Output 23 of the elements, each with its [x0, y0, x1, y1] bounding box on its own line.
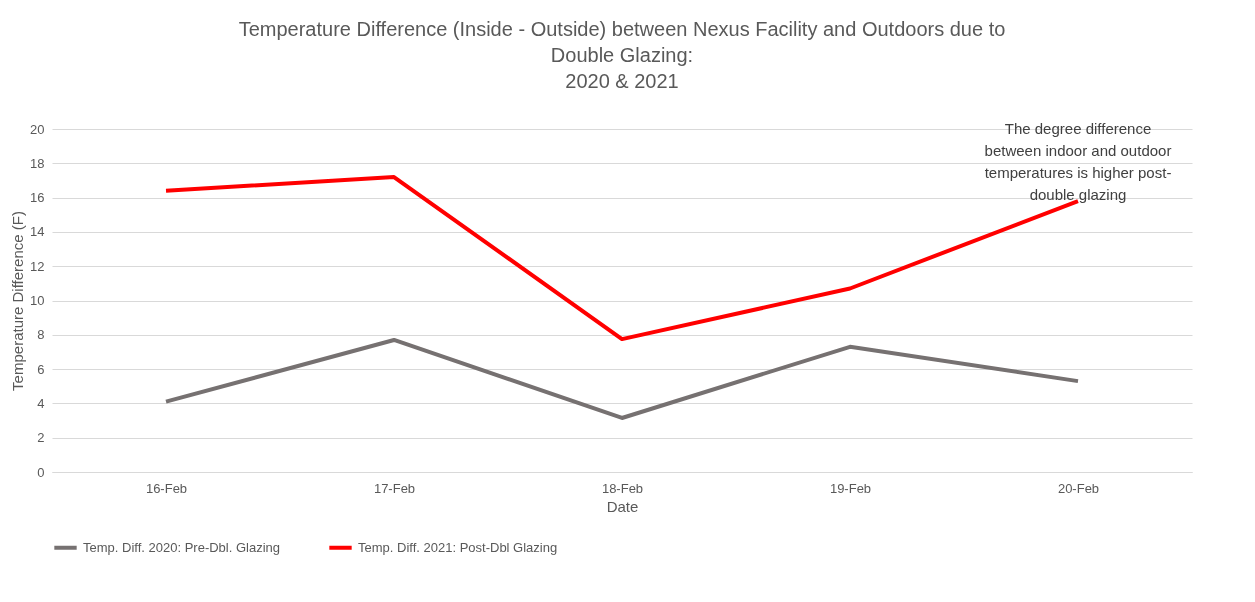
y-tick-label: 12 — [30, 258, 45, 274]
legend-label: Temp. Diff. 2020: Pre-Dbl. Glazing — [83, 539, 281, 555]
chart-title: Temperature Difference (Inside - Outside) between Nexus Facility and Outdoors due to Double Glazing: 2020 & 2021 — [238, 18, 1006, 93]
x-tick-label: 16-Feb — [145, 480, 188, 496]
y-tick-label: 10 — [30, 293, 45, 308]
y-tick-label: 18 — [30, 155, 45, 171]
y-tick-label: 0 — [37, 464, 45, 480]
y-tick-label: 8 — [37, 327, 45, 343]
y-tick-label: 16 — [30, 190, 45, 206]
y-tick-label: 14 — [30, 224, 45, 240]
annotation: The degree difference between indoor and outdoor temperatures is higher post- double glazing — [984, 120, 1172, 204]
y-tick-label: 6 — [37, 361, 45, 377]
x-tick-label: 19-Feb — [829, 480, 872, 496]
legend-label: Temp. Diff. 2021: Post-Dbl Glazing — [358, 539, 558, 555]
y-tick-label: 2 — [37, 430, 45, 446]
x-tick-label: 17-Feb — [373, 480, 416, 496]
x-axis-title: Date — [606, 497, 639, 515]
y-tick-label: 4 — [37, 395, 45, 411]
line-series — [164, 337, 1080, 420]
x-tick-label: 20-Feb — [1057, 480, 1100, 496]
x-tick-label: 18-Feb — [601, 480, 644, 496]
y-axis-title: Temperature Difference (F) — [9, 211, 27, 391]
y-tick-label: 20 — [30, 121, 45, 137]
